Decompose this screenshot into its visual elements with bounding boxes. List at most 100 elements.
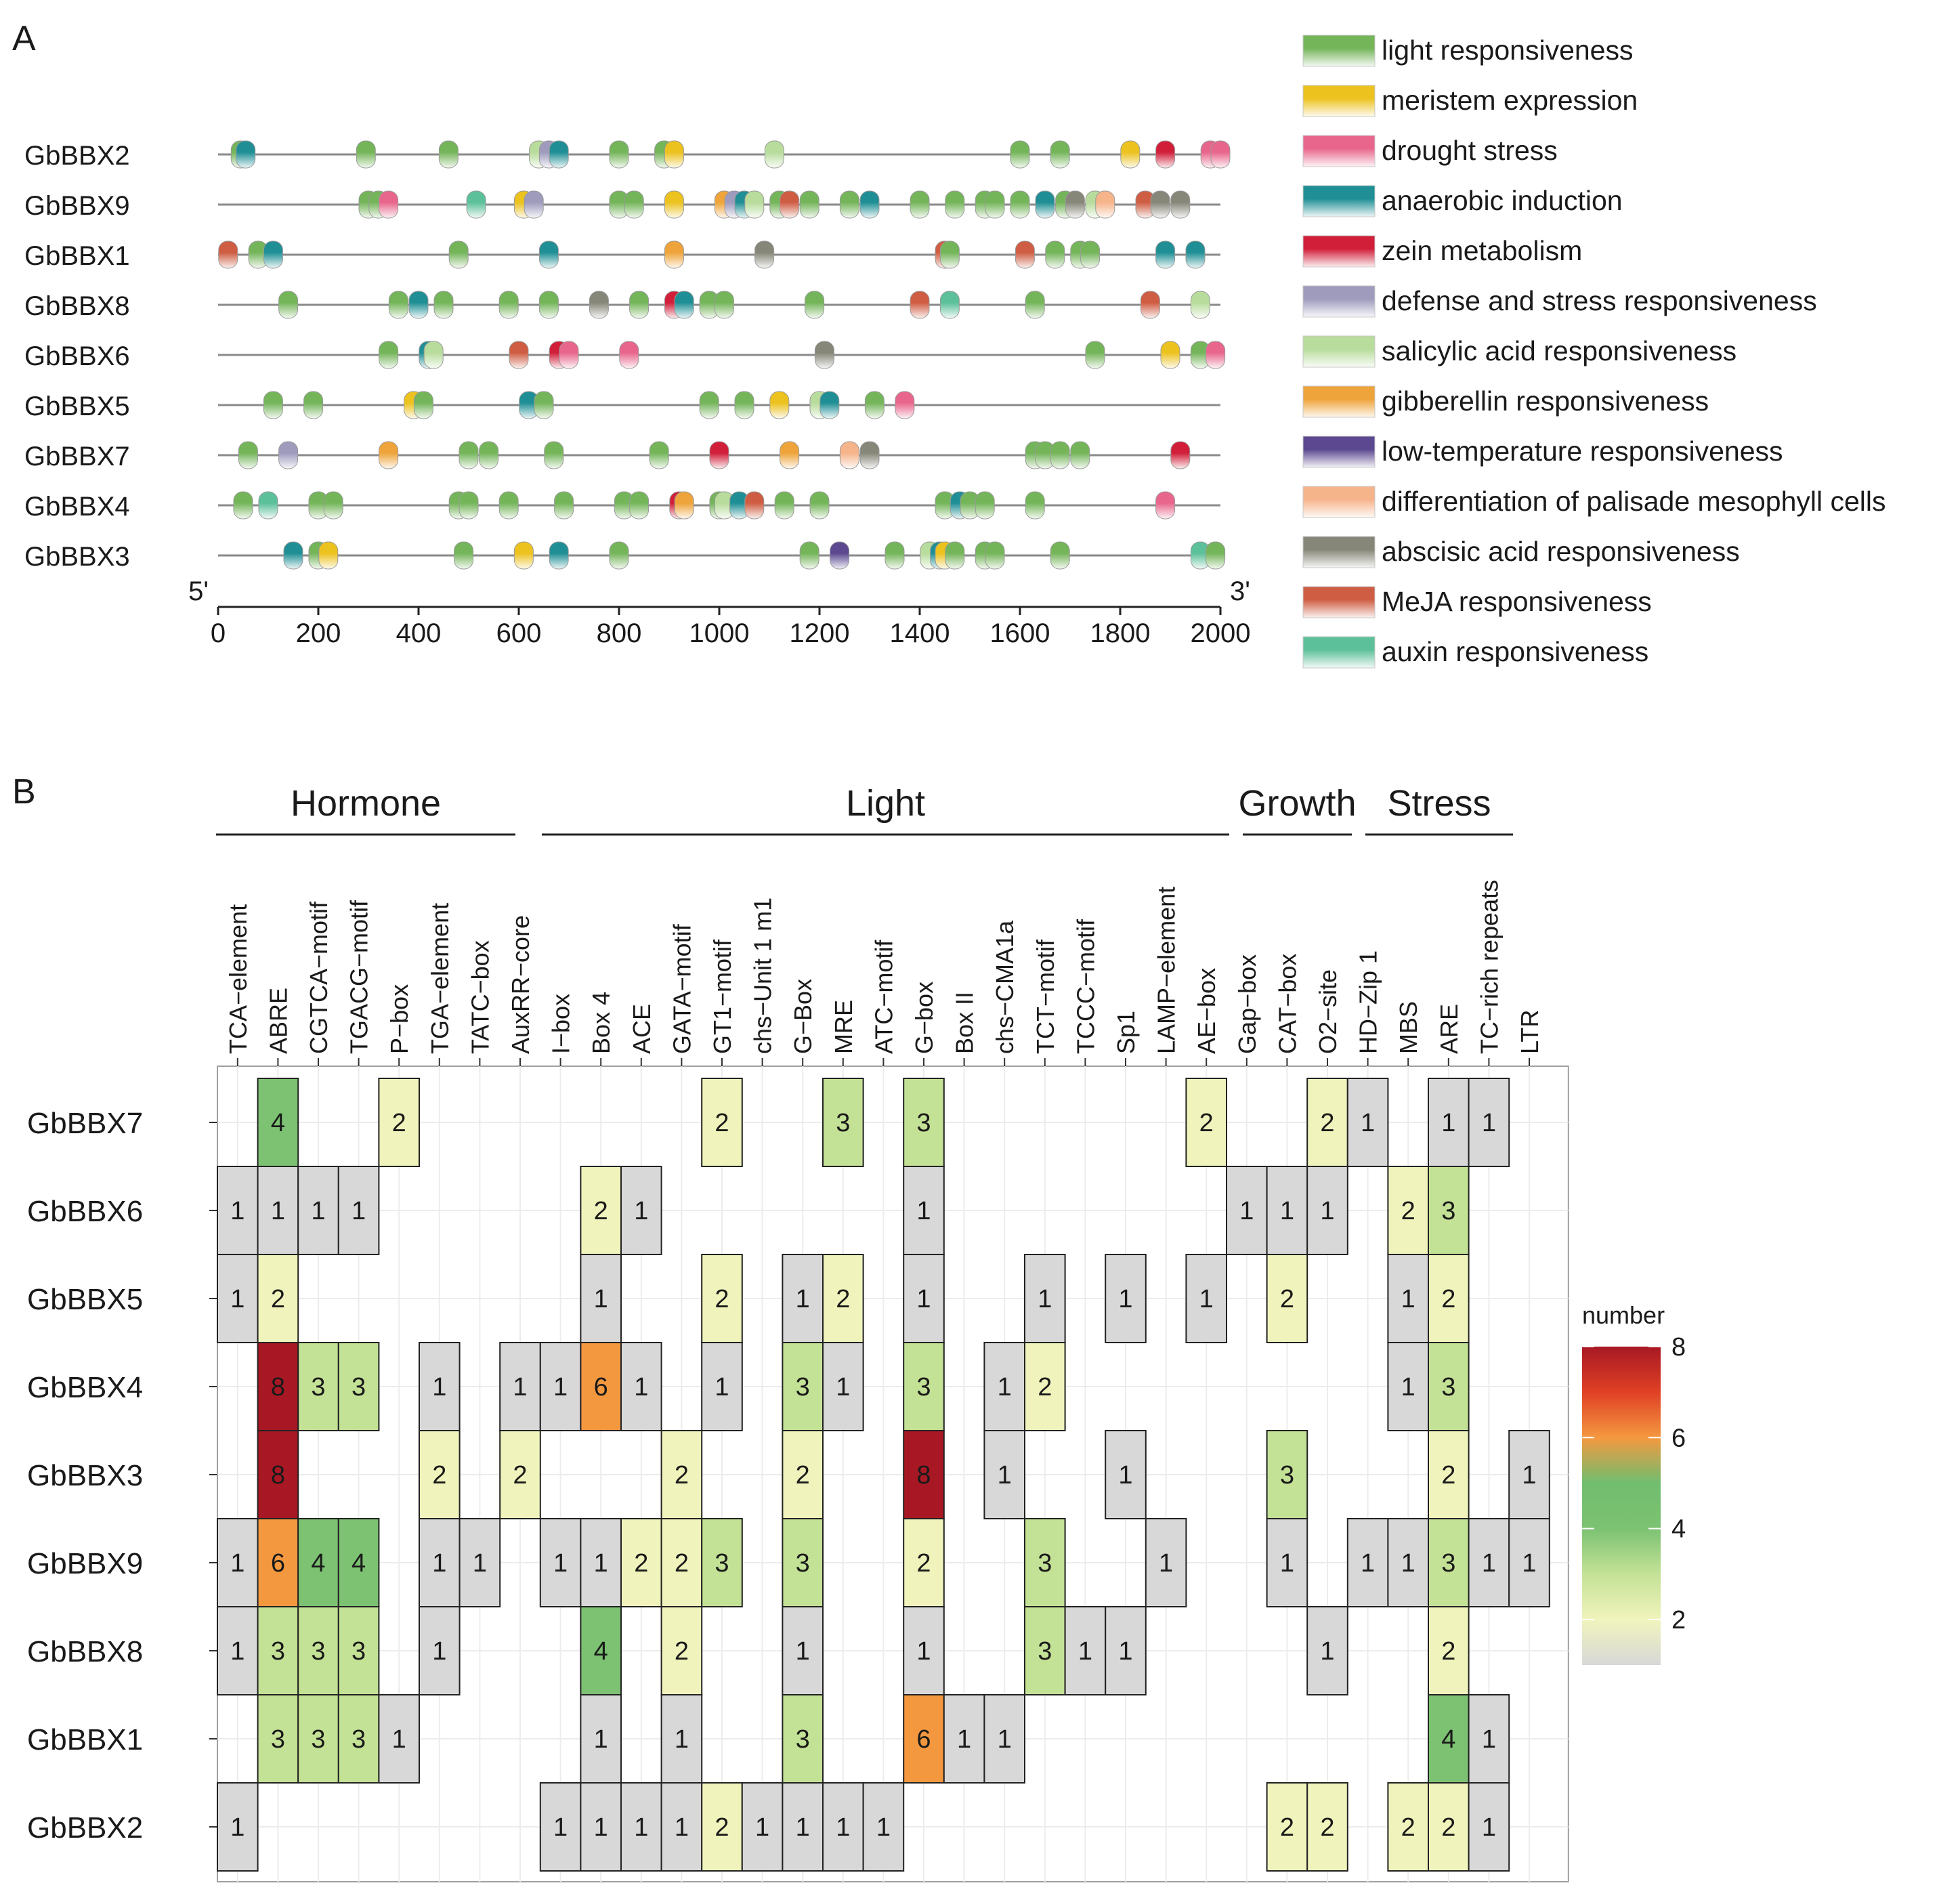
heatmap-cell xyxy=(903,1430,945,1519)
element-mark-light xyxy=(910,190,930,219)
element-mark-salicylic xyxy=(1190,291,1210,319)
heatmap-cell xyxy=(660,1694,703,1784)
promoter-element-map: GbBBX2 GbBBX9 GbBBX1 GbBBX8 GbBBX6 GbBBX5 GbBB… xyxy=(24,35,1886,669)
cell-value: 1 xyxy=(1482,1109,1496,1137)
element-count-heatmap: Hormone Light Growth Stress TCA−element ABRE… xyxy=(27,783,1686,1882)
gene-label-gbbbx3: GbBBX3 xyxy=(24,542,130,572)
element-mark-abscisic xyxy=(1065,190,1085,219)
element-mark-gibberellin xyxy=(780,441,800,469)
cell-value: 2 xyxy=(916,1549,931,1578)
element-mark-light xyxy=(624,190,644,219)
cell-value: 1 xyxy=(230,1813,244,1842)
heatmap-cell xyxy=(782,1518,824,1607)
cell-value: 2 xyxy=(675,1549,689,1578)
element-mark-gibberellin xyxy=(664,240,684,269)
cell-value: 2 xyxy=(715,1109,729,1137)
element-mark-light xyxy=(379,341,399,369)
cell-value: 1 xyxy=(916,1637,931,1666)
column-label-ltr: LTR xyxy=(1516,1010,1543,1054)
heatmap-cell xyxy=(701,1782,743,1872)
element-mark-light xyxy=(263,391,283,419)
heatmap-cell xyxy=(1145,1518,1187,1607)
element-mark-zein xyxy=(709,441,729,469)
cell-value: 1 xyxy=(916,1197,931,1225)
cell-value: 2 xyxy=(1441,1285,1455,1313)
cell-value: 1 xyxy=(513,1373,527,1401)
element-mark-meja xyxy=(1015,240,1035,269)
heatmap-cell xyxy=(620,1518,662,1607)
heatmap-cell xyxy=(1346,1078,1389,1167)
group-label-light: Light xyxy=(846,783,925,824)
gene-label-gbbbx6: GbBBX6 xyxy=(24,341,130,371)
element-mark-light xyxy=(356,140,376,169)
element-mark-light xyxy=(945,541,965,570)
group-label-hormone: Hormone xyxy=(291,783,441,824)
axis-tick-label: 1800 xyxy=(1090,618,1151,648)
cell-value: 1 xyxy=(1401,1549,1415,1578)
group-label-growth: Growth xyxy=(1238,783,1356,824)
heatmap-cell xyxy=(701,1078,743,1167)
heatmap-cell xyxy=(1468,1078,1510,1167)
cell-value: 4 xyxy=(1441,1725,1455,1754)
cell-value: 3 xyxy=(1441,1373,1455,1401)
element-mark-anaerobic xyxy=(859,190,880,219)
cell-value: 3 xyxy=(1280,1461,1294,1490)
heatmap-cell xyxy=(1185,1254,1228,1343)
element-mark-light xyxy=(699,391,719,419)
element-mark-meristem xyxy=(664,140,684,169)
cell-value: 2 xyxy=(392,1109,406,1137)
heatmap-cell xyxy=(620,1342,662,1431)
cell-value: 1 xyxy=(1401,1373,1415,1401)
cell-value: 1 xyxy=(392,1725,406,1754)
element-mark-palisade xyxy=(839,441,859,469)
cell-value: 3 xyxy=(311,1373,325,1401)
cell-value: 1 xyxy=(594,1725,608,1754)
gene-label-gbbbx8: GbBBX8 xyxy=(24,291,130,321)
gene-label-gbbbx4: GbBBX4 xyxy=(24,492,130,522)
element-mark-light xyxy=(323,491,343,520)
cell-value: 2 xyxy=(796,1461,810,1490)
cell-value: 1 xyxy=(1118,1285,1132,1313)
cell-value: 1 xyxy=(755,1813,769,1842)
legend-label-salicylic: salicylic acid responsiveness xyxy=(1382,335,1737,366)
cell-value: 1 xyxy=(1280,1197,1294,1225)
heatmap-cell xyxy=(903,1166,945,1255)
heatmap-cell xyxy=(217,1254,259,1343)
heatmap-cell xyxy=(1266,1166,1308,1255)
cell-value: 1 xyxy=(957,1725,971,1754)
row-label-gbbbx9: GbBBX9 xyxy=(27,1547,143,1580)
cell-value: 1 xyxy=(594,1813,608,1842)
panel-b-label: B xyxy=(12,772,36,811)
cell-value: 1 xyxy=(1280,1549,1294,1578)
heatmap-cell xyxy=(903,1342,945,1431)
cell-value: 2 xyxy=(1441,1637,1455,1666)
heatmap-cell xyxy=(1428,1166,1470,1255)
element-mark-meristem xyxy=(1120,140,1141,169)
cell-value: 2 xyxy=(836,1285,850,1313)
heatmap-cell xyxy=(1024,1518,1066,1607)
cell-value: 3 xyxy=(916,1373,931,1401)
heatmap-cell xyxy=(903,1694,945,1784)
element-mark-light xyxy=(864,391,885,419)
element-mark-light xyxy=(454,541,474,570)
heatmap-cell xyxy=(1508,1430,1550,1519)
element-mark-lowtemp xyxy=(830,541,850,570)
heatmap-cell xyxy=(782,1694,824,1784)
heatmap-cell xyxy=(337,1166,380,1255)
heatmap-cell xyxy=(1428,1782,1470,1872)
column-label-tca-element: TCA−element xyxy=(224,904,252,1054)
column-label-mbs: MBS xyxy=(1394,1001,1422,1054)
cell-value: 2 xyxy=(1280,1285,1294,1313)
cell-value: 1 xyxy=(1038,1285,1052,1313)
element-mark-light xyxy=(805,291,825,319)
cell-value: 2 xyxy=(1401,1197,1415,1225)
cell-value: 1 xyxy=(1482,1725,1496,1754)
heatmap-cell xyxy=(660,1430,703,1519)
cell-value: 1 xyxy=(351,1197,366,1225)
heatmap-cell xyxy=(1428,1078,1470,1167)
cell-value: 8 xyxy=(916,1461,931,1490)
element-mark-light xyxy=(799,190,819,219)
heatmap-cell xyxy=(337,1606,380,1695)
colorbar-tick-label: 4 xyxy=(1671,1515,1686,1544)
row-label-gbbbx7: GbBBX7 xyxy=(27,1107,143,1140)
